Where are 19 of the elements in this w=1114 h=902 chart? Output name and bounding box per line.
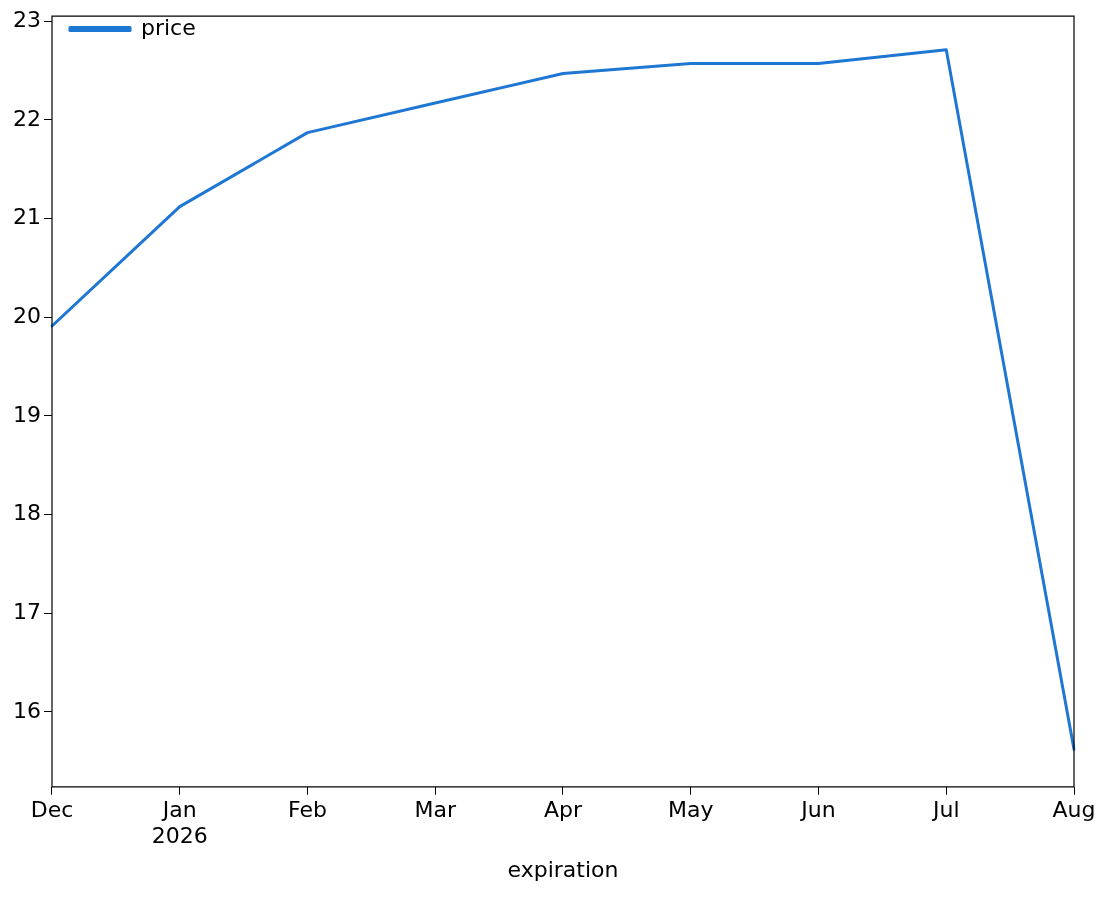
y-tick-label: 16 (12, 697, 41, 723)
y-tick-label: 17 (12, 598, 41, 624)
x-tick-label: Jul (930, 796, 960, 822)
y-tick-label: 18 (12, 500, 41, 526)
y-tick-label: 22 (12, 105, 41, 131)
y-tick-label: 21 (12, 204, 41, 230)
x-tick-label: Mar (414, 796, 457, 822)
y-tick-label: 19 (12, 401, 41, 427)
x-tick-label: May (668, 796, 714, 822)
y-tick-label: 20 (12, 302, 41, 328)
y-tick-label: 23 (12, 6, 41, 32)
x-tick-label: Feb (288, 796, 327, 822)
x-axis-title: expiration (507, 856, 619, 882)
x-tick-label: Dec (30, 796, 74, 822)
legend-label: price (140, 14, 196, 40)
x-tick-label: Jan 2026 (151, 796, 208, 849)
x-tick-label: Jun (799, 796, 836, 822)
x-tick-label: Aug (1052, 796, 1096, 822)
x-tick-label: Apr (543, 796, 583, 822)
